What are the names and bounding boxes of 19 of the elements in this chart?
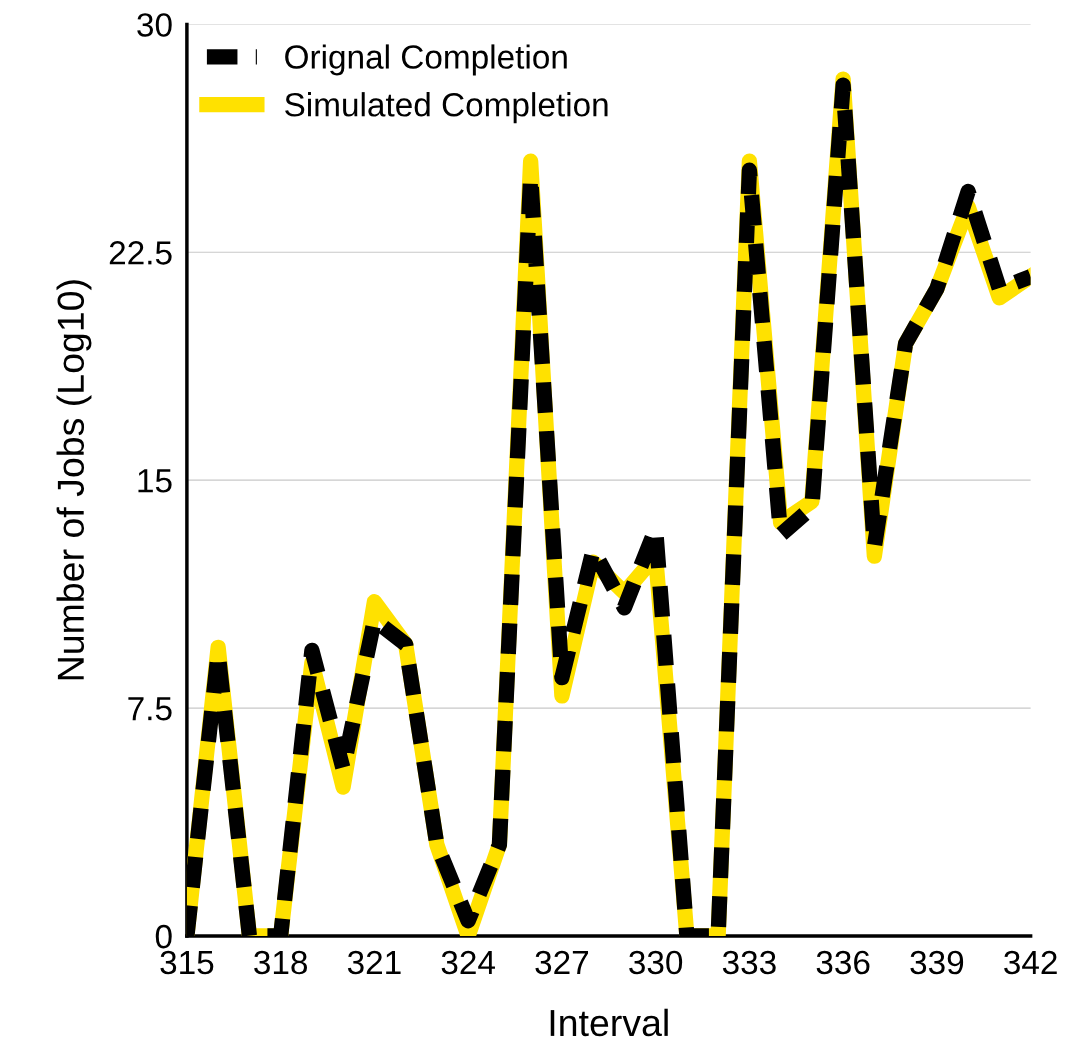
y-tick-label: 15	[138, 469, 172, 493]
y-tick-label: 0	[155, 924, 172, 949]
x-tick-label: 315	[160, 950, 214, 975]
legend-label: Orignal Completion	[285, 44, 567, 76]
x-tick-label: 318	[254, 950, 308, 975]
x-tick-label: 330	[629, 950, 683, 975]
y-tick-label: 7.5	[128, 697, 172, 721]
y-tick-label: 22.5	[109, 241, 172, 265]
x-tick-label: 339	[910, 950, 964, 975]
y-tick-label: 30	[137, 13, 172, 37]
legend-label: Simulated Completion	[285, 92, 608, 124]
x-tick-label: 333	[722, 950, 776, 975]
x-tick-label: 336	[816, 950, 870, 975]
x-axis-title: Interval	[550, 1008, 668, 1037]
x-tick-label: 324	[441, 950, 495, 975]
x-tick-label: 327	[535, 950, 589, 975]
x-tick-label: 321	[347, 950, 401, 975]
x-tick-label: 342	[1004, 950, 1057, 975]
y-axis-title: Number of Jobs (Log10)	[56, 280, 92, 680]
